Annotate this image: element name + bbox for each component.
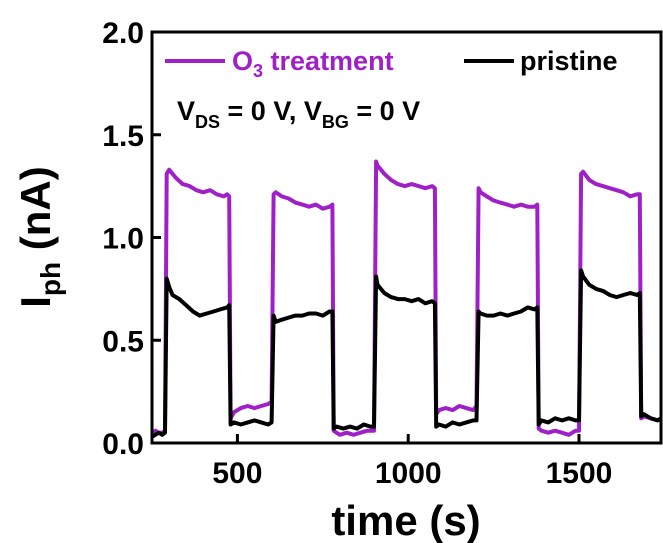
x-tick-label: 1000 <box>375 457 442 490</box>
x-axis-title: time (s) <box>331 497 480 543</box>
legend-o3-main: O <box>232 46 253 76</box>
bias-v2: V <box>304 96 322 126</box>
y-tick-label: 1.5 <box>102 120 144 153</box>
legend: O3 treatment pristine <box>165 46 618 81</box>
legend-label-o3-treatment: O3 treatment <box>232 46 394 81</box>
series-line-o3-treatment <box>150 159 663 437</box>
x-tick-label: 1500 <box>546 457 613 490</box>
bias-t2: = 0 V <box>349 96 420 126</box>
legend-label-pristine: pristine <box>520 46 618 76</box>
x-tick-label: 500 <box>212 457 262 490</box>
legend-o3-rest: treatment <box>263 46 394 76</box>
y-tick-label: 0.0 <box>102 428 144 461</box>
y-tick-label: 1.0 <box>102 223 144 256</box>
bias-annotation: VDS = 0 V, VBG = 0 V <box>177 96 420 132</box>
y-axis-title-unit: (nA) <box>12 166 59 262</box>
bias-v1: V <box>177 96 195 126</box>
legend-o3-sub: 3 <box>253 61 263 81</box>
tick-layer: 0.0 0.5 1.0 1.5 2.0 500 1000 1500 <box>102 17 612 490</box>
y-axis-title-main: I <box>12 296 59 308</box>
bias-t1: = 0 V, <box>220 96 304 126</box>
y-tick-label: 2.0 <box>102 17 144 50</box>
series-layer <box>150 159 663 439</box>
bias-s2: BG <box>322 112 349 132</box>
y-tick-label: 0.5 <box>102 325 144 358</box>
y-axis-title-sub: ph <box>35 262 66 296</box>
y-axis-title: Iph (nA) <box>12 166 66 308</box>
series-line-pristine <box>150 268 663 439</box>
bias-s1: DS <box>195 112 220 132</box>
